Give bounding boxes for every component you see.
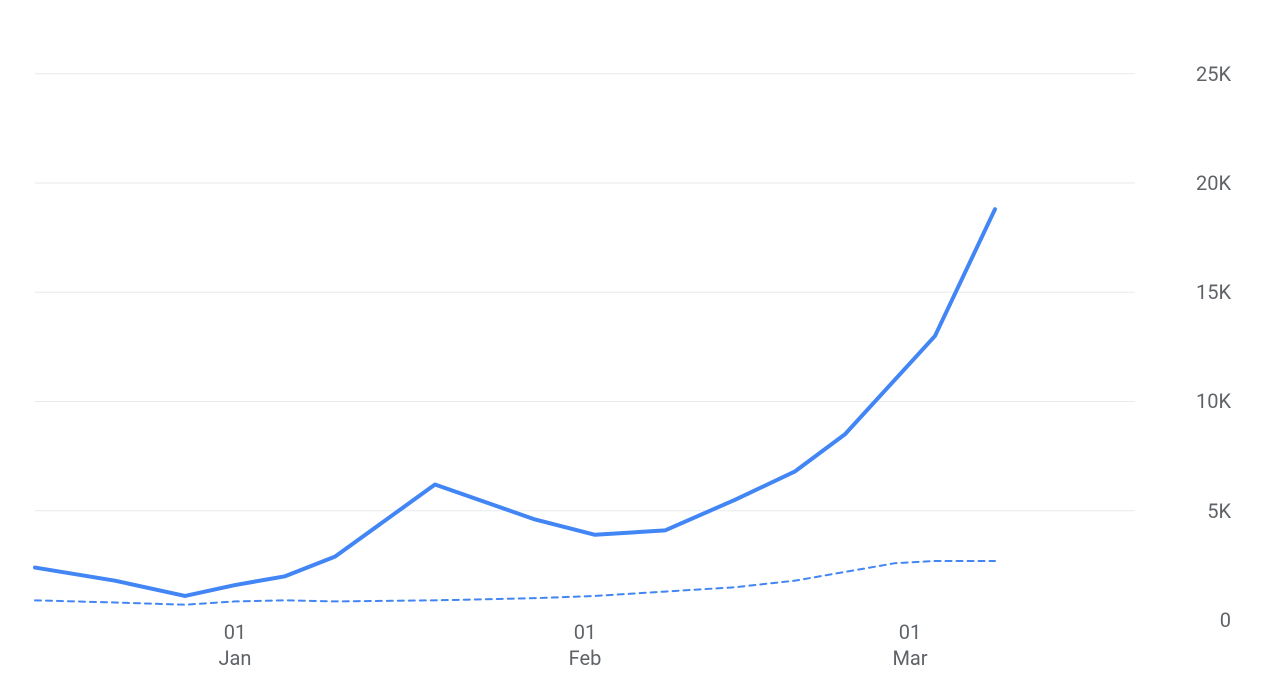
x-tick-month: Jan [205, 645, 265, 671]
x-axis: 01Jan01Feb01Mar [35, 619, 1135, 669]
x-tick-day: 01 [205, 619, 265, 645]
x-tick-month: Feb [555, 645, 615, 671]
chart-svg [35, 30, 1135, 620]
y-axis: 05K10K15K20K25K [1151, 30, 1231, 620]
x-tick-day: 01 [555, 619, 615, 645]
x-tick-label: 01Mar [880, 619, 940, 671]
x-tick-label: 01Feb [555, 619, 615, 671]
y-tick-label: 0 [1220, 608, 1231, 632]
y-tick-label: 20K [1196, 171, 1231, 195]
x-tick-month: Mar [880, 645, 940, 671]
y-tick-label: 5K [1207, 499, 1231, 523]
chart-plot-area [35, 30, 1135, 620]
y-tick-label: 25K [1196, 62, 1231, 86]
x-tick-label: 01Jan [205, 619, 265, 671]
y-tick-label: 10K [1196, 389, 1231, 413]
series-primary [35, 209, 995, 596]
y-tick-label: 15K [1196, 280, 1231, 304]
series-secondary [35, 561, 995, 605]
x-tick-day: 01 [880, 619, 940, 645]
